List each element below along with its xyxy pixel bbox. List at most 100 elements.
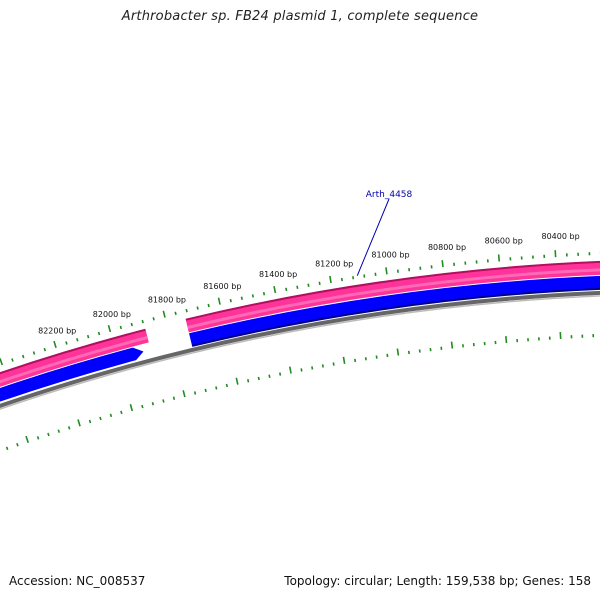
- inner-tick: [396, 348, 400, 356]
- outer-tick: [296, 285, 299, 289]
- accession-text: Accession: NC_008537: [9, 574, 146, 588]
- inner-tick: [268, 374, 271, 378]
- inner-tick: [321, 364, 324, 368]
- ruler-label: 81600 bp: [203, 282, 241, 291]
- backbone-track: [0, 290, 600, 410]
- outer-tick: [119, 325, 123, 330]
- inner-tick: [300, 368, 303, 372]
- ruler-labels: 82200 bp 82000 bp 81800 bp 81600 bp 81400 bp…: [38, 232, 580, 335]
- inner-tick: [109, 413, 113, 418]
- inner-tick: [182, 390, 186, 398]
- inner-tick: [235, 377, 239, 385]
- outer-tick: [53, 340, 57, 349]
- inner-tick: [25, 435, 30, 444]
- inner-tick: [120, 410, 123, 415]
- outer-tick: [152, 317, 155, 321]
- outer-tick: [21, 354, 25, 359]
- backbone-outer-line: [0, 290, 600, 409]
- outer-tick: [285, 287, 288, 292]
- inner-tick: [5, 446, 9, 451]
- outer-tick: [11, 358, 14, 362]
- outer-tick: [385, 267, 388, 275]
- inner-tick: [88, 419, 92, 424]
- inner-tick: [257, 376, 260, 381]
- outer-tick: [441, 260, 444, 268]
- forward-gene-block[interactable]: [185, 260, 600, 333]
- map-title: Arthrobacter sp. FB24 plasmid 1, complet…: [121, 9, 479, 24]
- inner-tick: [172, 396, 176, 400]
- outer-tick-track: [0, 250, 600, 366]
- outer-tick: [174, 311, 177, 316]
- outer-tick: [262, 291, 266, 296]
- forward-gene-highlight: [187, 268, 600, 329]
- outer-tick: [307, 283, 310, 287]
- ruler-label: 81200 bp: [315, 259, 353, 268]
- feature-annotation[interactable]: Arth_4458: [356, 190, 413, 276]
- inner-tick: [279, 372, 282, 376]
- outer-tick: [141, 319, 144, 324]
- inner-tick: [129, 404, 134, 412]
- reverse-gene-block[interactable]: [189, 274, 600, 346]
- forward-strand-track: [0, 260, 600, 387]
- feature-leader-line: [356, 198, 390, 276]
- inner-tick: [57, 429, 61, 433]
- inner-tick: [342, 356, 346, 364]
- inner-tick-track: [5, 331, 595, 451]
- outer-tick: [97, 331, 101, 336]
- ruler-label: 82200 bp: [38, 326, 76, 335]
- inner-tick: [162, 399, 165, 403]
- ruler-label: 80400 bp: [542, 232, 580, 241]
- inner-tick: [151, 402, 155, 406]
- ruler-label: 81800 bp: [148, 295, 186, 304]
- outer-tick: [196, 306, 199, 310]
- outer-tick: [86, 334, 90, 339]
- topology-summary: Topology: circular; Length: 159,538 bp; …: [284, 574, 591, 588]
- reverse-strand-track: [0, 274, 600, 416]
- inner-tick: [450, 341, 454, 349]
- inner-tick: [141, 404, 144, 409]
- outer-tick: [43, 347, 47, 352]
- outer-tick: [130, 322, 133, 327]
- outer-tick: [329, 275, 332, 284]
- outer-tick: [240, 296, 243, 300]
- outer-tick: [318, 281, 321, 285]
- outer-tick: [229, 298, 232, 303]
- outer-tick: [162, 310, 166, 318]
- outer-tick: [32, 351, 36, 355]
- inner-tick: [215, 386, 218, 390]
- outer-tick: [497, 254, 501, 262]
- inner-tick: [311, 366, 314, 370]
- outer-tick: [65, 341, 68, 345]
- inner-tick: [47, 432, 50, 437]
- inner-tick: [193, 391, 197, 395]
- inner-tick: [99, 416, 102, 421]
- forward-gene-highlight: [0, 336, 148, 384]
- inner-tick: [354, 358, 357, 363]
- ruler-label: 81000 bp: [371, 250, 409, 259]
- outer-tick: [217, 297, 221, 305]
- inner-tick: [505, 336, 508, 344]
- outer-tick: [0, 358, 3, 366]
- feature-label-arth-4458[interactable]: Arth_4458: [366, 190, 413, 200]
- inner-tick: [204, 388, 207, 393]
- inner-tick: [288, 366, 292, 374]
- ruler-label: 81400 bp: [259, 270, 297, 279]
- outer-tick: [273, 286, 277, 294]
- outer-tick: [107, 325, 112, 333]
- backbone-inner-line: [0, 295, 600, 410]
- reverse-gene-arrow[interactable]: [0, 347, 144, 416]
- inner-tick: [332, 362, 335, 366]
- outer-tick: [185, 308, 188, 313]
- inner-tick: [36, 436, 40, 440]
- forward-gene-outline: [185, 260, 600, 321]
- forward-gene-outline: [0, 328, 146, 375]
- outer-tick: [207, 303, 210, 308]
- ruler-label: 82000 bp: [93, 310, 131, 319]
- inner-tick: [67, 426, 71, 430]
- inner-tick: [225, 383, 228, 388]
- outer-tick: [340, 277, 343, 282]
- ruler-label: 80600 bp: [485, 237, 523, 246]
- inner-tick: [247, 379, 250, 383]
- ruler-label: 80800 bp: [428, 243, 466, 252]
